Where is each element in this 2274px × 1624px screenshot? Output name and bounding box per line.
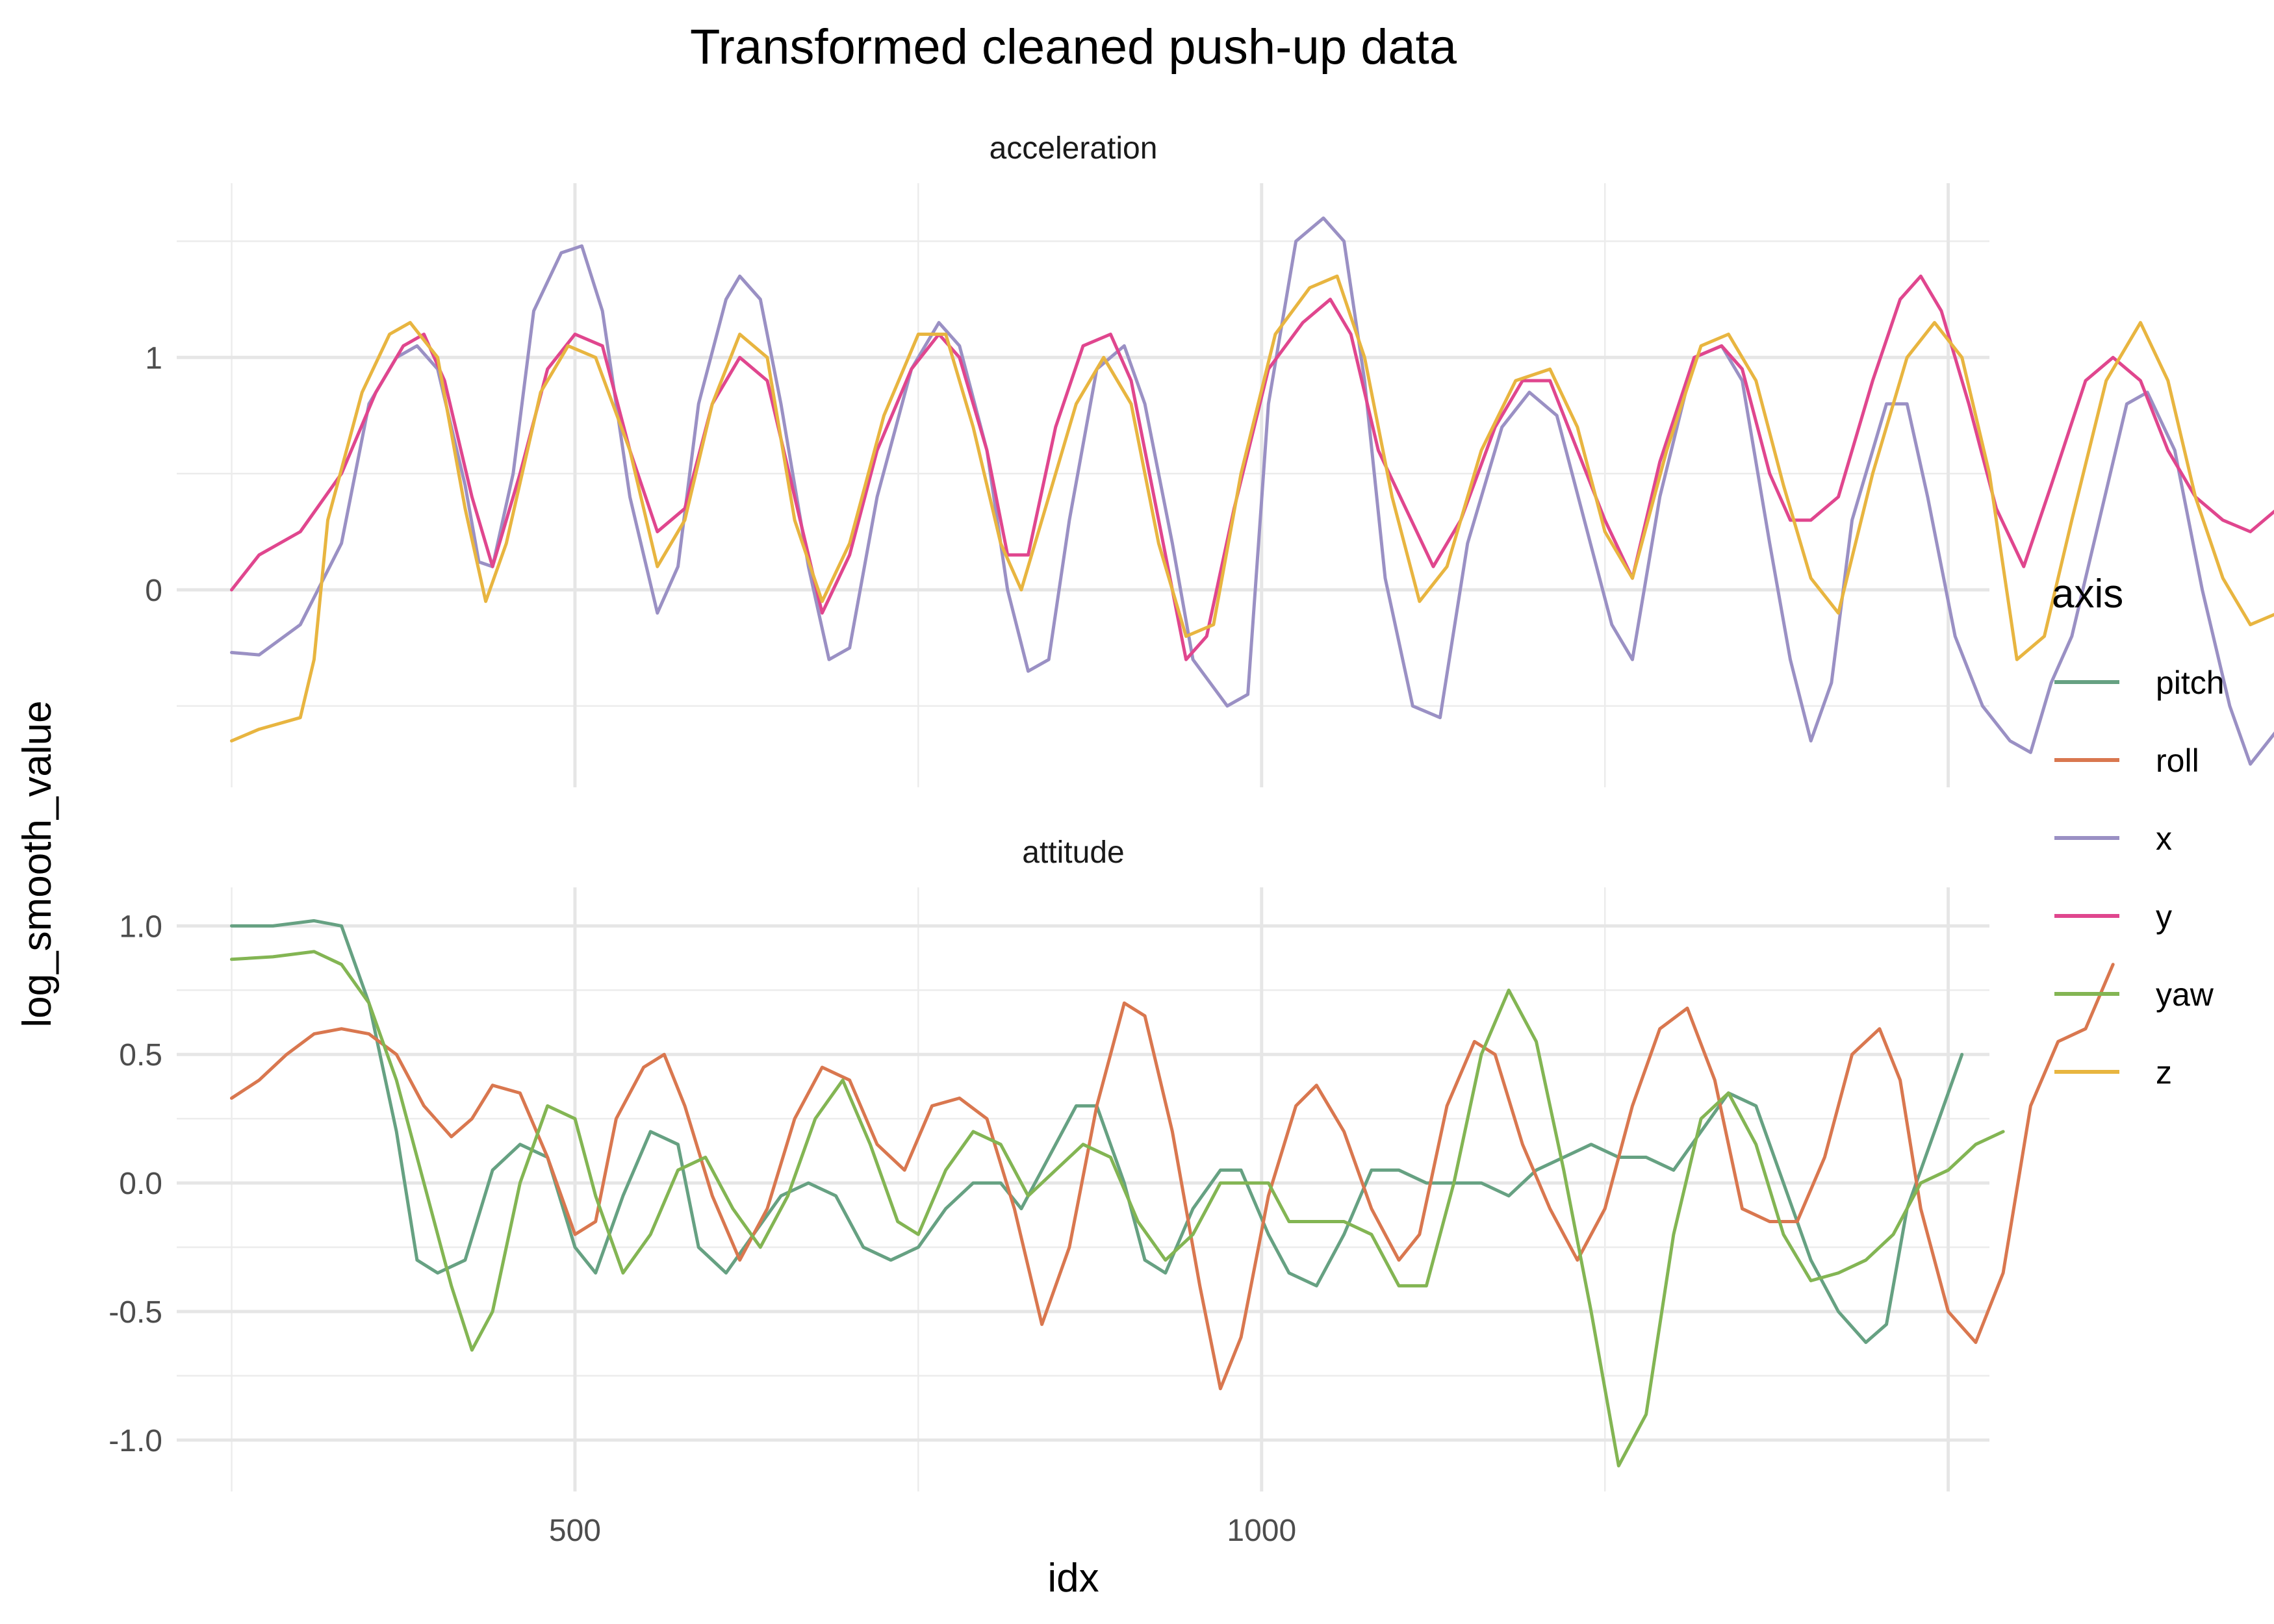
series-line-z <box>230 274 2274 742</box>
series-line-yaw <box>230 950 2005 1467</box>
panel-strip-attitude: attitude <box>1022 835 1124 870</box>
series-line-x <box>230 216 2274 766</box>
legend-label-roll: roll <box>2156 742 2199 779</box>
y-tick-label: 1.0 <box>119 909 162 944</box>
y-tick-label: -1.0 <box>109 1424 162 1458</box>
y-tick-label: 0.5 <box>119 1038 162 1072</box>
legend-title: axis <box>2052 572 2123 616</box>
y-axis-title: log_smooth_value <box>15 700 60 1027</box>
x-tick-label: 500 <box>549 1514 601 1548</box>
panel-acceleration: 01 <box>145 183 2274 787</box>
panel-attitude: -1.0 -0.5 0.0 0.5 1.0 <box>109 887 2115 1491</box>
legend: axis pitch roll x y yaw z <box>2052 572 2225 1091</box>
y-tick-label: -0.5 <box>109 1295 162 1330</box>
series-line-roll <box>230 963 2115 1391</box>
legend-label-y: y <box>2156 898 2172 935</box>
panel-strip-acceleration: acceleration <box>990 131 1158 166</box>
x-tick-label: 1000 <box>1227 1514 1296 1548</box>
chart-title: Transformed cleaned push-up data <box>690 19 1457 75</box>
legend-label-x: x <box>2156 820 2172 857</box>
legend-label-z: z <box>2156 1054 2172 1091</box>
y-tick-label: 1 <box>145 341 162 375</box>
series-line-y <box>230 274 2274 661</box>
y-tick-label: 0 <box>145 574 162 608</box>
legend-label-yaw: yaw <box>2156 976 2214 1013</box>
x-axis-title: idx <box>1047 1556 1099 1601</box>
legend-label-pitch: pitch <box>2156 665 2225 701</box>
x-axis: 500 1000 <box>549 1514 1296 1548</box>
y-tick-label: 0.0 <box>119 1167 162 1201</box>
series-line-pitch <box>230 919 1964 1344</box>
